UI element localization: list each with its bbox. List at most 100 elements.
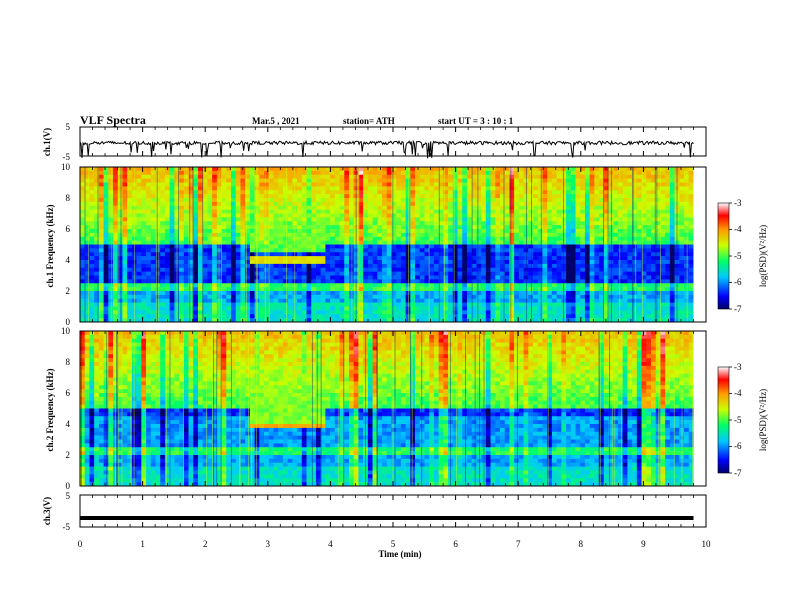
spectrogram-cell <box>551 213 557 218</box>
spectrogram-cell <box>570 205 576 210</box>
spectrogram-cell <box>363 170 369 176</box>
spectrogram-cell <box>575 178 581 183</box>
spectrogram-cell <box>542 178 548 183</box>
spectrogram-cell <box>301 260 307 265</box>
spectrogram-cell <box>429 294 435 300</box>
spectrogram-cell <box>325 244 331 249</box>
spectrogram-cell <box>424 178 430 183</box>
spectrogram-cell <box>495 198 501 203</box>
spectrogram-cell <box>613 240 619 245</box>
spectrogram-cell <box>438 275 444 280</box>
spectrogram-cell <box>396 236 402 241</box>
figure-title: VLF Spectra <box>80 113 146 127</box>
spectrogram-cell <box>570 170 576 176</box>
spectrogram-cell <box>391 252 397 257</box>
spectrogram-cell <box>306 256 312 261</box>
spectrogram-cell <box>367 229 373 234</box>
spectrogram-cell <box>646 256 652 261</box>
spectrogram-cell <box>509 271 515 276</box>
spectrogram-cell <box>500 283 506 288</box>
spectrogram-cell <box>164 263 170 269</box>
spectrogram-cell <box>226 302 232 307</box>
spectrogram-cell <box>603 263 609 269</box>
spectrogram-cell <box>462 287 468 292</box>
spectrogram-cell <box>297 217 303 222</box>
spectrogram-cell <box>632 209 638 214</box>
spectrogram-cell <box>523 190 529 195</box>
spectrogram-cell <box>405 229 411 234</box>
spectrogram-cell <box>297 186 303 191</box>
spectrogram-cell <box>122 291 128 296</box>
spectrogram-cell <box>622 260 628 265</box>
spectrogram-cell <box>160 267 166 272</box>
spectrogram-cell <box>466 306 472 311</box>
spectrogram-cell <box>448 252 454 257</box>
spectrogram-cell <box>542 198 548 203</box>
spectrogram-cell <box>89 209 95 214</box>
spectrogram-cell <box>231 271 237 276</box>
spectrogram-cell <box>235 279 241 284</box>
spectrogram-cell <box>533 186 539 191</box>
spectrogram-cell <box>603 170 609 176</box>
spectrogram-cell <box>306 287 312 292</box>
spectrogram-cell <box>424 283 430 288</box>
spectrogram-cell <box>509 213 515 218</box>
spectrogram-cell <box>80 283 86 288</box>
spectrogram-cell <box>481 205 487 210</box>
spectrogram-cell <box>584 271 590 276</box>
spectrogram-cell <box>160 221 166 226</box>
spectrogram-cell <box>528 201 534 207</box>
spectrogram-cell <box>235 263 241 269</box>
spectrogram-cell <box>599 294 605 300</box>
spectrogram-cell <box>282 244 288 249</box>
spectrogram-cell <box>226 294 232 300</box>
spectrogram-cell <box>164 260 170 265</box>
spectrogram-cell <box>348 178 355 183</box>
spectrogram-cell <box>542 260 548 265</box>
spectrogram-cell <box>231 217 237 222</box>
spectrogram-cell <box>98 306 104 311</box>
spectrogram-cell <box>556 291 562 296</box>
spectrogram-cell <box>382 263 388 269</box>
spectrogram-cell <box>646 205 652 210</box>
spectrogram-cell <box>146 275 152 280</box>
spectrogram-cell <box>627 201 633 207</box>
spectrogram-cell <box>424 275 430 280</box>
spectrogram-cell <box>330 244 336 249</box>
spectrogram-cell <box>193 275 199 280</box>
spectrogram-cell <box>108 198 114 203</box>
spectrogram-cell <box>603 252 609 257</box>
spectrogram-cell <box>273 167 279 172</box>
spectrogram-cell <box>117 291 123 296</box>
spectrogram-cell <box>622 256 628 261</box>
spectrogram-cell <box>490 275 496 280</box>
spectrogram-cell <box>396 186 402 191</box>
spectrogram-cell <box>589 201 595 207</box>
spectrogram-cell <box>481 201 487 207</box>
spectrogram-cell <box>334 190 340 195</box>
spectrogram-cell <box>339 279 345 284</box>
spectrogram-cell <box>514 190 520 195</box>
spectrogram-cell <box>410 267 416 272</box>
spectrogram-cell <box>315 256 321 261</box>
spectrogram-cell <box>627 244 633 249</box>
spectrogram-cell <box>433 256 439 261</box>
spectrogram-cell <box>325 248 331 253</box>
spectrogram-cell <box>334 263 340 269</box>
spectrogram-cell <box>98 248 104 253</box>
spectrogram-cell <box>127 213 133 218</box>
spectrogram-cell <box>193 267 199 272</box>
spectrogram-cell <box>419 209 425 214</box>
spectrogram-cell <box>651 198 657 203</box>
spectrogram-cell <box>646 182 652 187</box>
spectrogram-cell <box>471 244 477 249</box>
spectrogram-cell <box>551 170 557 176</box>
spectrogram-cell <box>164 174 170 179</box>
spectrogram-cell <box>320 318 326 323</box>
spectrogram-cell <box>561 194 567 199</box>
spectrogram-cell <box>627 283 633 288</box>
spectrogram-cell <box>315 275 321 280</box>
spectrogram-cell <box>103 167 109 172</box>
spectrogram-cell <box>320 240 326 245</box>
spectrogram-cell <box>438 310 444 315</box>
